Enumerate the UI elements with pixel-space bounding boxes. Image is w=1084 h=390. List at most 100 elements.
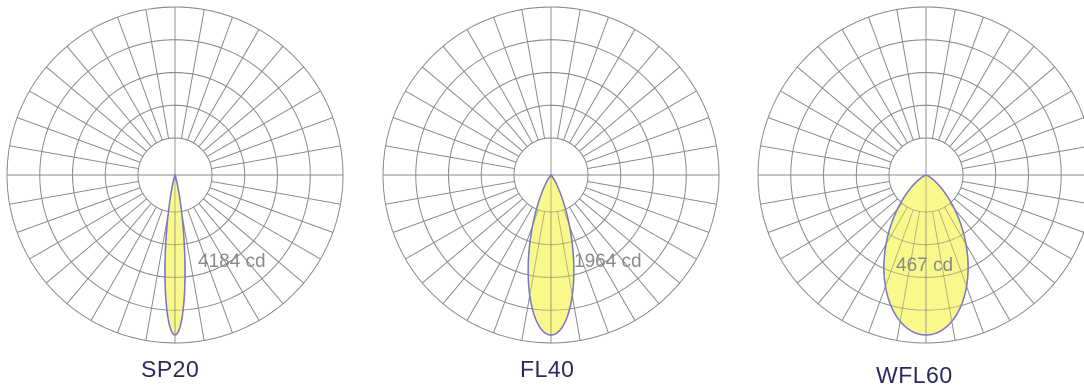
grid-spoke-overlay (211, 145, 341, 170)
grid-spoke-overlay (193, 29, 260, 144)
grid-spoke-overlay (521, 211, 546, 341)
grid-spoke-overlay (145, 9, 170, 139)
grid-spoke-overlay (563, 209, 609, 334)
grid-spoke-overlay (563, 16, 609, 141)
grid-spoke-overlay (817, 46, 903, 147)
grid-spoke-overlay (493, 209, 539, 334)
peak-intensity-label: 1964 cd (574, 251, 642, 272)
polar-diagram-wfl60: 467 cd (756, 5, 1084, 345)
grid-spoke-overlay (385, 180, 515, 205)
grid-spoke-overlay (960, 117, 1084, 163)
grid-spoke-overlay (585, 117, 710, 163)
polar-chart-svg: 4184 cd (6, 6, 344, 344)
grid-spoke-overlay (841, 206, 908, 321)
grid-spoke-overlay (405, 193, 520, 260)
grid-spoke-overlay (868, 16, 914, 141)
grid-spoke-overlay (582, 193, 697, 260)
grid-spoke-overlay (957, 90, 1072, 157)
grid-spoke-overlay (385, 145, 515, 170)
grid-spoke-overlay (949, 46, 1035, 147)
grid-spoke-overlay (392, 187, 517, 233)
grid-spoke-overlay (198, 203, 284, 304)
grid-spoke-overlay (579, 66, 680, 152)
grid-spoke-overlay (587, 145, 717, 170)
grid-spoke-overlay (187, 209, 233, 334)
grid-spoke-overlay (90, 29, 157, 144)
grid-spoke-overlay (817, 203, 903, 304)
polar-chart-svg: 467 cd (757, 6, 1084, 344)
polar-diagram-sp20: 4184 cd (5, 5, 345, 345)
grid-spoke-overlay (569, 29, 636, 144)
grid-spoke-overlay (466, 29, 533, 144)
grid-spoke-overlay (760, 145, 890, 170)
grid-spoke-overlay (780, 193, 895, 260)
grid-spoke-overlay (797, 66, 898, 152)
grid-spoke-overlay (206, 90, 321, 157)
grid-spoke-overlay (944, 29, 1011, 144)
grid-spoke-overlay (46, 198, 147, 284)
peak-intensity-label: 4184 cd (198, 251, 266, 272)
grid-spoke-overlay (931, 211, 956, 341)
grid-spoke-overlay (117, 16, 163, 141)
grid-spoke-overlay (211, 180, 341, 205)
grid-spoke-overlay (949, 203, 1035, 304)
grid-spoke-overlay (16, 187, 141, 233)
chart-title-wfl60: WFL60 (876, 362, 953, 388)
grid-spoke-overlay (760, 180, 890, 205)
grid-spoke-overlay (962, 146, 1084, 170)
grid-spoke-overlay (187, 16, 233, 141)
grid-spoke-overlay (896, 9, 921, 139)
grid-spoke-overlay (767, 117, 892, 163)
grid-spoke-overlay (954, 198, 1055, 284)
grid-spoke-overlay (931, 9, 956, 139)
grid-spoke-overlay (579, 198, 680, 284)
grid-spoke-overlay (9, 145, 139, 170)
grid-spoke-overlay (797, 198, 898, 284)
grid-spoke-overlay (944, 206, 1011, 321)
grid-spoke-overlay (841, 29, 908, 144)
polar-diagram-fl40: 1964 cd (381, 5, 721, 345)
grid-spoke-overlay (66, 203, 152, 304)
grid-spoke-overlay (493, 16, 539, 141)
grid-spoke-overlay (466, 206, 533, 321)
grid-spoke-overlay (422, 66, 523, 152)
grid-spoke-overlay (574, 46, 660, 147)
chart-title-fl40: FL40 (520, 356, 575, 382)
grid-spoke-overlay (29, 90, 144, 157)
grid-spoke-overlay (587, 180, 717, 205)
grid-spoke-overlay (957, 193, 1072, 260)
grid-spoke-overlay (938, 209, 984, 334)
grid-spoke-overlay (9, 180, 139, 205)
grid-spoke-overlay (203, 198, 304, 284)
beam-outline (164, 174, 186, 336)
grid-spoke-overlay (585, 187, 710, 233)
grid-spoke-overlay (193, 206, 260, 321)
chart-title-sp20: SP20 (141, 356, 200, 382)
grid-spoke-overlay (556, 211, 581, 341)
grid-spoke-overlay (90, 206, 157, 321)
peak-intensity-label: 467 cd (896, 255, 953, 276)
grid-spoke-overlay (962, 180, 1084, 204)
grid-spoke-overlay (180, 211, 205, 341)
grid-spoke-overlay (556, 9, 581, 139)
grid-spoke-overlay (66, 46, 152, 147)
grid-spoke-overlay (868, 209, 914, 334)
grid-spoke-overlay (206, 193, 321, 260)
grid-spoke-overlay (938, 16, 984, 141)
grid-spoke-overlay (392, 117, 517, 163)
grid-spoke-overlay (780, 90, 895, 157)
grid-spoke-overlay (209, 117, 334, 163)
grid-spoke-overlay (203, 66, 304, 152)
grid-spoke-overlay (767, 187, 892, 233)
grid-spoke-overlay (569, 206, 636, 321)
grid-spoke-overlay (180, 9, 205, 139)
grid-spoke-overlay (16, 117, 141, 163)
grid-spoke-overlay (46, 66, 147, 152)
grid-spoke-overlay (896, 211, 921, 341)
grid-spoke-overlay (574, 203, 660, 304)
polar-chart-svg: 1964 cd (382, 6, 720, 344)
grid-spoke-overlay (582, 90, 697, 157)
grid-spoke-overlay (954, 66, 1055, 152)
grid-spoke-overlay (405, 90, 520, 157)
grid-spoke-overlay (198, 46, 284, 147)
